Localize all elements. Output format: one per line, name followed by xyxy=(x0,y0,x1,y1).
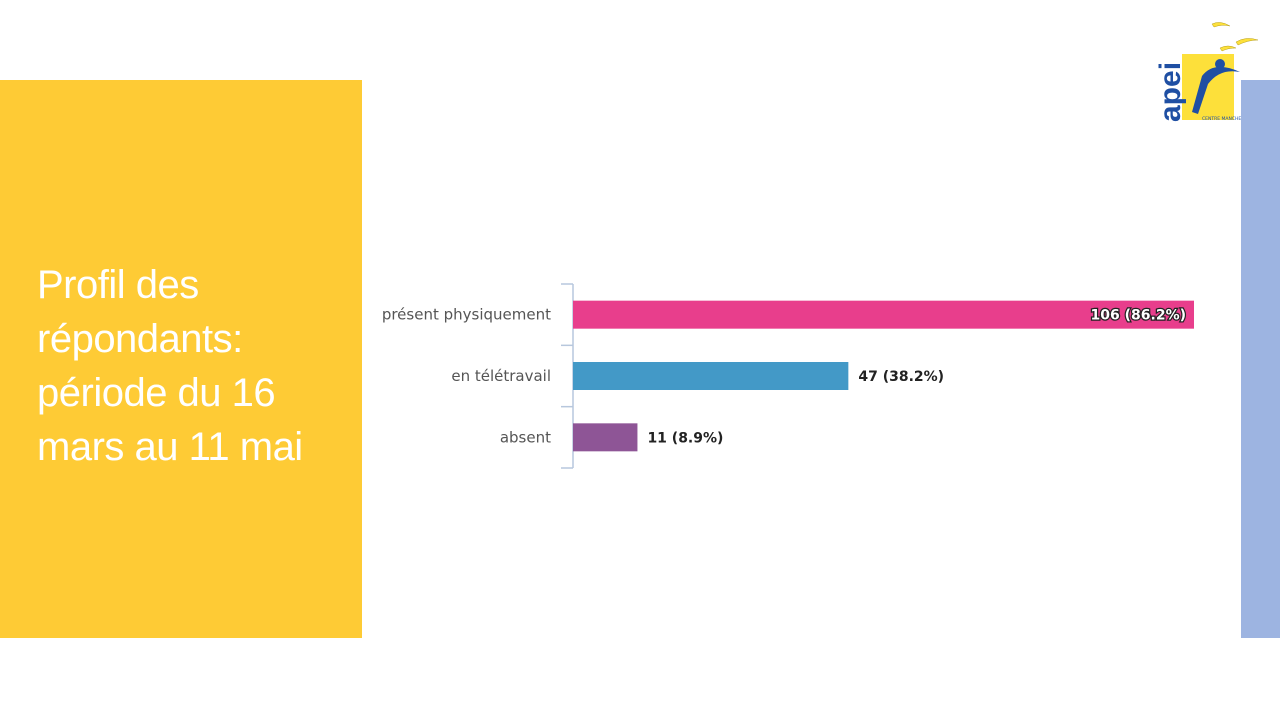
data-label: 11 (8.9%) xyxy=(647,430,723,446)
logo-figure xyxy=(1192,66,1240,114)
bar-1 xyxy=(573,362,849,390)
logo-subtitle: CENTRE MANCHE xyxy=(1202,116,1241,122)
data-label: 106 (86.2%) xyxy=(1091,308,1186,324)
logo-figure-head xyxy=(1215,59,1225,69)
title-panel xyxy=(0,80,362,638)
accent-strip xyxy=(1241,80,1280,638)
category-label: présent physiquement xyxy=(382,306,551,324)
logo-wordmark: apei xyxy=(1158,62,1187,122)
logo-bird-2 xyxy=(1235,38,1259,46)
slide-title: Profil des répondants: période du 16 mar… xyxy=(37,263,303,469)
category-label: absent xyxy=(500,428,551,446)
bar-2 xyxy=(573,423,638,452)
logo-bird-3 xyxy=(1219,45,1237,52)
respondents-bar-chart: présent physiquement 106 (86.2%) en télétr… xyxy=(382,283,1194,469)
data-label: 47 (38.2%) xyxy=(858,369,944,385)
logo-yellow-block xyxy=(1182,54,1234,120)
apei-logo: apei CENTRE MANCHE xyxy=(1158,22,1259,122)
logo-bird-1 xyxy=(1211,22,1231,28)
bar-0 xyxy=(573,300,1194,329)
category-label: en télétravail xyxy=(451,367,551,385)
